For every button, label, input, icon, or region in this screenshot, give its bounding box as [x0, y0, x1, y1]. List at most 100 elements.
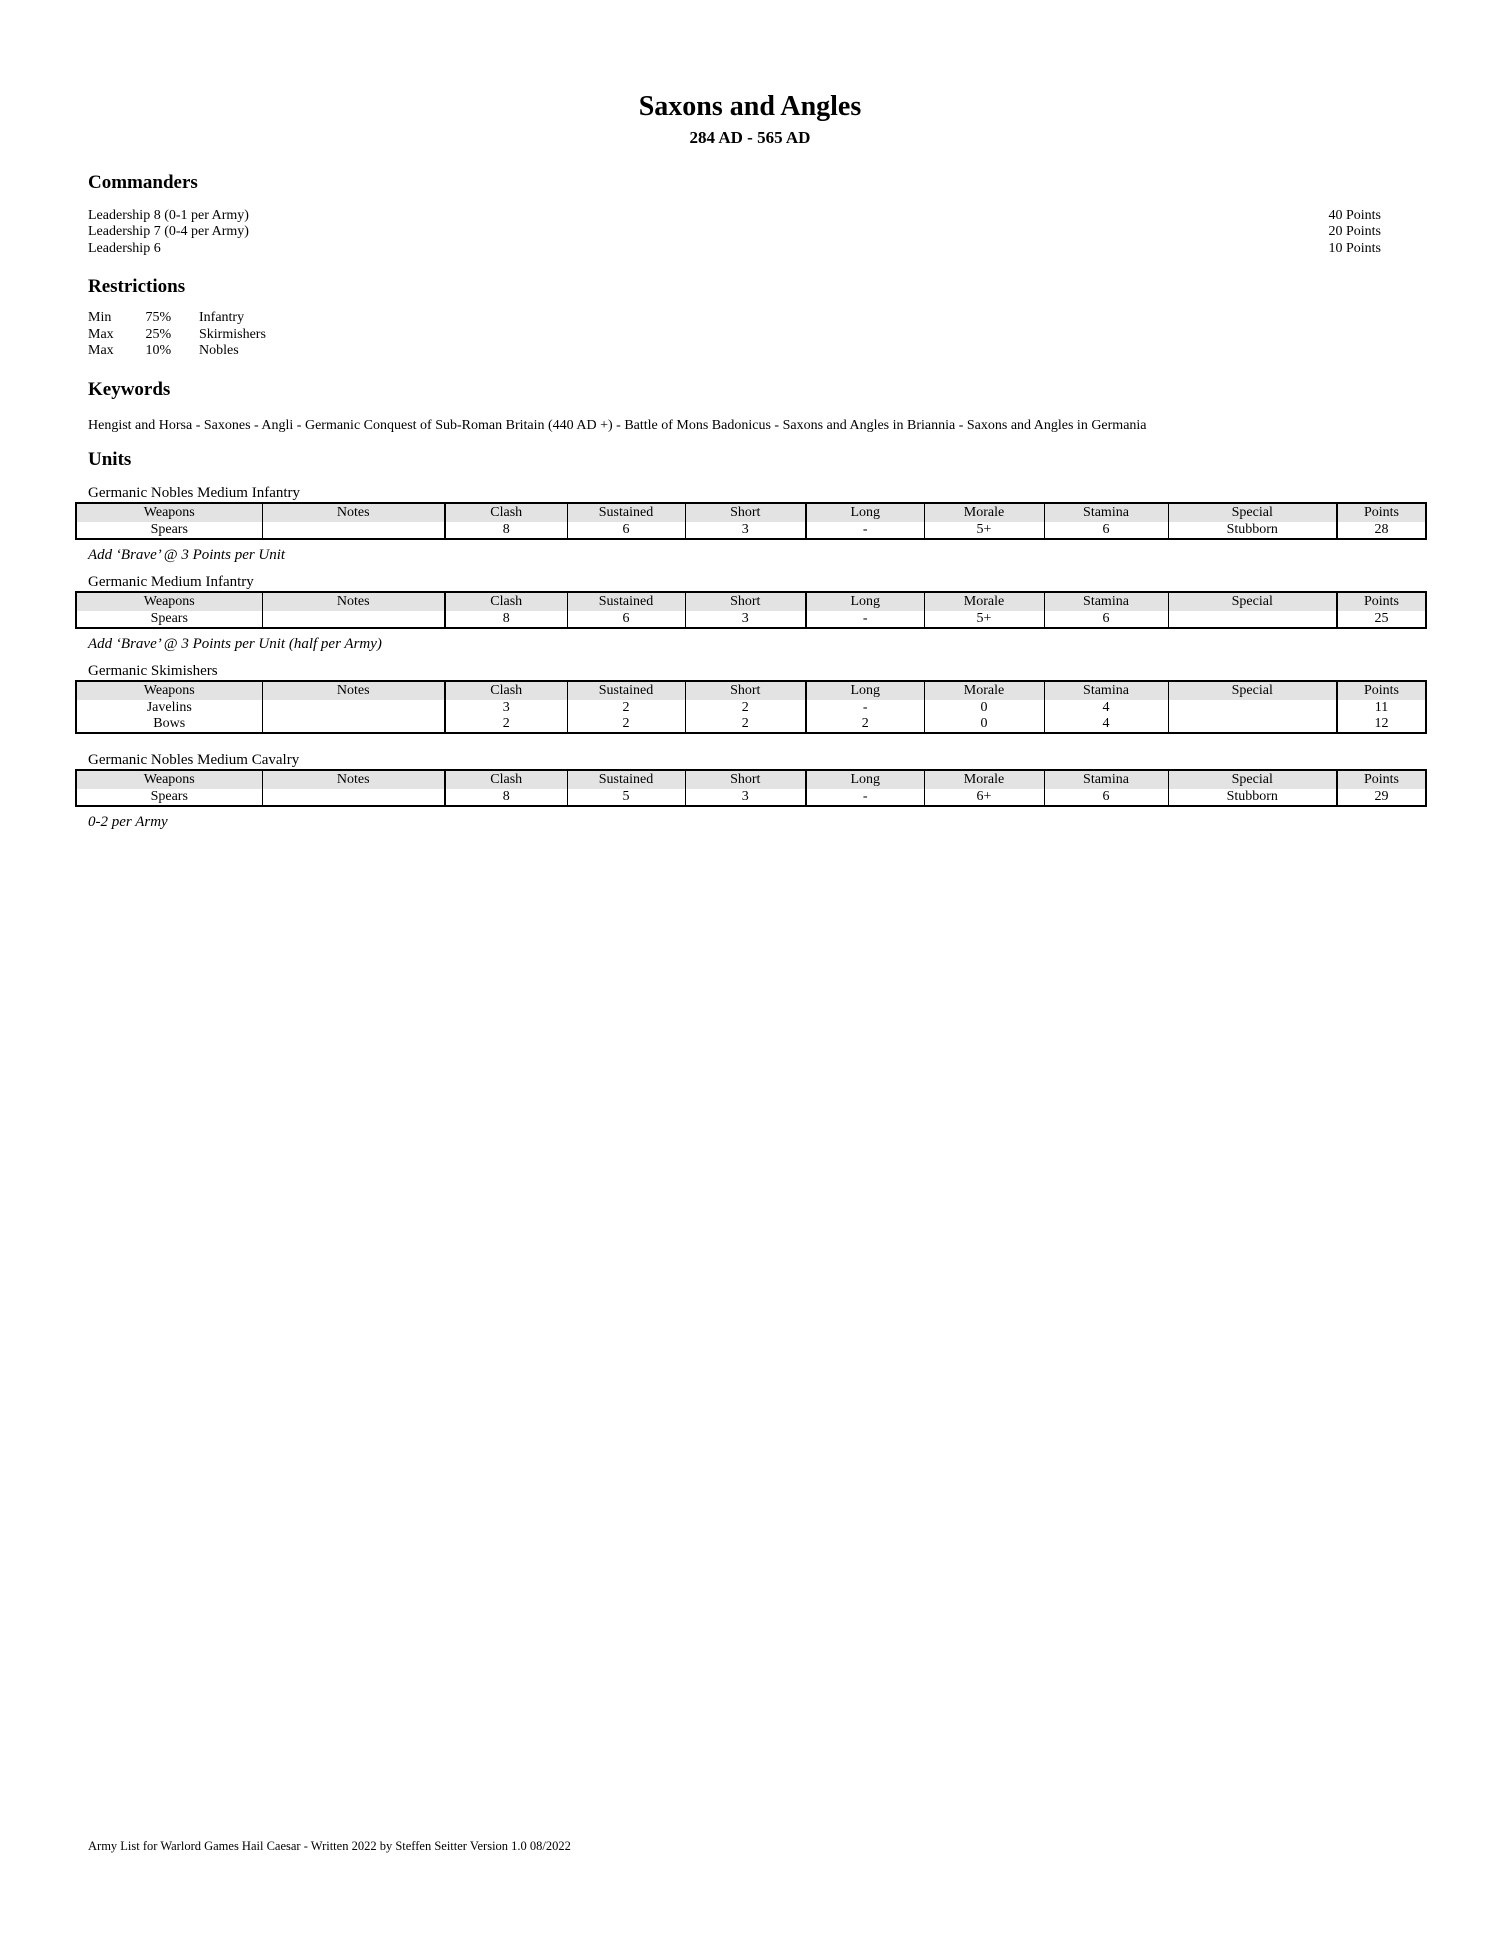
col-header-morale: Morale — [923, 770, 1045, 789]
col-header-stamina: Stamina — [1043, 681, 1169, 700]
restriction-category: Infantry — [199, 310, 245, 325]
cell-long: - — [805, 611, 925, 628]
cell-long: 2 — [805, 716, 925, 733]
col-header-morale: Morale — [923, 592, 1045, 611]
col-header-short: Short — [684, 681, 807, 700]
keywords-heading: Keywords — [88, 379, 171, 400]
cell-notes — [261, 522, 446, 539]
unit-caption: Germanic Skimishers — [88, 663, 218, 679]
col-header-special: Special — [1167, 503, 1338, 522]
cell-points: 12 — [1336, 716, 1427, 733]
unit-header-row: Weapons Notes Clash Sustained Short Long Moral… — [75, 592, 1427, 611]
col-header-stamina: Stamina — [1043, 592, 1169, 611]
cell-morale: 5+ — [923, 522, 1045, 539]
col-header-clash: Clash — [444, 770, 568, 789]
restriction-percent: 10% — [145, 343, 172, 359]
commander-label: Leadership 8 (0-1 per Army) — [88, 208, 249, 223]
commander-label: Leadership 6 — [88, 240, 161, 256]
col-header-points: Points — [1336, 592, 1427, 611]
col-header-special: Special — [1167, 681, 1338, 700]
cell-sustained: 5 — [566, 789, 686, 806]
cell-clash: 8 — [444, 522, 568, 539]
commander-row: Leadership 6 10 Points — [88, 241, 1381, 257]
col-header-morale: Morale — [923, 503, 1045, 522]
cell-points: 28 — [1336, 522, 1427, 539]
cell-weapons: Spears — [75, 522, 263, 539]
col-header-clash: Clash — [444, 503, 568, 522]
cell-short: 2 — [684, 700, 807, 716]
commander-points: 10 Points — [1328, 240, 1381, 256]
cell-stamina: 6 — [1043, 611, 1169, 628]
cell-points: 29 — [1336, 789, 1427, 806]
keywords-section: Keywords Hengist and Horsa - Saxones - A… — [88, 379, 1448, 434]
col-header-stamina: Stamina — [1043, 503, 1169, 522]
restriction-percent: 25% — [145, 326, 172, 342]
page-subtitle: 284 AD - 565 AD — [689, 127, 811, 147]
cell-special — [1167, 611, 1338, 628]
unit-header-row: Weapons Notes Clash Sustained Short Long Moral… — [75, 503, 1427, 522]
restriction-limit: Max — [88, 343, 114, 359]
col-header-points: Points — [1336, 770, 1427, 789]
cell-weapons: Spears — [75, 611, 263, 628]
unit-table: Weapons Notes Clash Sustained Short Long Moral… — [75, 502, 1427, 540]
cell-clash: 8 — [444, 789, 568, 806]
cell-morale: 0 — [923, 700, 1045, 716]
col-header-sustained: Sustained — [566, 592, 686, 611]
col-header-sustained: Sustained — [566, 681, 686, 700]
col-header-weapons: Weapons — [75, 503, 263, 522]
restriction-category: Nobles — [199, 343, 239, 359]
cell-weapons: Spears — [75, 789, 263, 806]
col-header-special: Special — [1167, 592, 1338, 611]
col-header-weapons: Weapons — [75, 681, 263, 700]
units-section: Units Germanic Nobles Medium Infantry Wea… — [75, 449, 1435, 831]
unit-caption: Germanic Nobles Medium Cavalry — [88, 752, 300, 768]
cell-special — [1167, 700, 1338, 716]
restriction-limit: Min — [88, 310, 112, 325]
cell-sustained: 6 — [566, 611, 686, 628]
unit-row: Spears 8 6 3-5+ 6 Stubborn 28 — [75, 522, 1427, 539]
unit-table: Weapons Notes Clash Sustained Short Long Moral… — [75, 591, 1427, 629]
cell-sustained: 6 — [566, 522, 686, 539]
col-header-notes: Notes — [261, 592, 446, 611]
cell-short: 2 — [684, 716, 807, 733]
unit-row: Spears 8 6 3-5+ 6 25 — [75, 611, 1427, 628]
commander-row: Leadership 7 (0-4 per Army) 20 Points — [88, 224, 1381, 240]
keywords-text: Hengist and Horsa - Saxones - Angli - Ge… — [88, 418, 1147, 433]
cell-special: Stubborn — [1167, 522, 1338, 539]
cell-stamina: 4 — [1043, 700, 1169, 716]
unit-caption: Germanic Medium Infantry — [88, 574, 254, 590]
cell-morale: 5+ — [923, 611, 1045, 628]
unit-row: Bows 2 2 2 2 0 4 12 — [75, 716, 1427, 733]
unit-block: Germanic Nobles Medium Cavalry Weapons Not… — [75, 751, 1435, 831]
cell-short: 3 — [684, 789, 807, 806]
cell-short: 3 — [684, 522, 807, 539]
cell-stamina: 6 — [1043, 522, 1169, 539]
title-block: Saxons and Angles 284 AD - 565 AD — [0, 91, 1500, 148]
page-title: Saxons and Angles — [638, 91, 862, 122]
unit-header-row: Weapons Notes Clash Sustained Short Long Moral… — [75, 681, 1427, 700]
cell-long: - — [805, 522, 925, 539]
col-header-notes: Notes — [261, 770, 446, 789]
cell-morale: 0 — [923, 716, 1045, 733]
unit-table: Weapons Notes Clash Sustained Short Long Moral… — [75, 680, 1427, 734]
commander-points: 20 Points — [1328, 224, 1381, 240]
restriction-category: Skirmishers — [199, 326, 266, 342]
col-header-notes: Notes — [261, 503, 446, 522]
col-header-sustained: Sustained — [566, 503, 686, 522]
cell-stamina: 4 — [1043, 716, 1169, 733]
col-header-points: Points — [1336, 681, 1427, 700]
unit-note: 0-2 per Army — [88, 814, 168, 830]
unit-block: Germanic Nobles Medium Infantry Weapons No… — [75, 484, 1435, 564]
col-header-points: Points — [1336, 503, 1427, 522]
cell-notes — [261, 716, 446, 733]
cell-sustained: 2 — [566, 700, 686, 716]
restriction-row: Min 75% Infantry — [88, 310, 688, 327]
cell-weapons: Javelins — [75, 700, 263, 716]
col-header-special: Special — [1167, 770, 1338, 789]
cell-special — [1167, 716, 1338, 733]
col-header-long: Long — [805, 770, 925, 789]
cell-notes — [261, 789, 446, 806]
col-header-short: Short — [684, 592, 807, 611]
restrictions-section: Restrictions Min 75% Infantry Max 25% Sk… — [88, 276, 688, 360]
